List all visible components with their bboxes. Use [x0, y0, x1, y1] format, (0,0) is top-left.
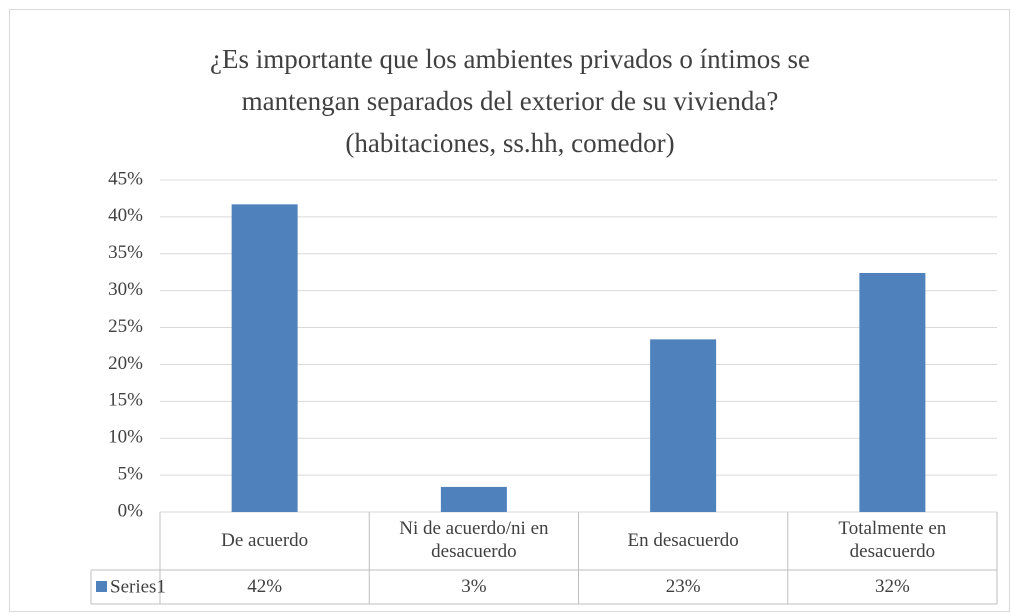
legend-key — [96, 581, 107, 592]
y-tick-label: 0% — [118, 500, 144, 521]
category-label: Ni de acuerdo/ni en desacuerdo — [399, 518, 549, 562]
y-tick-label: 20% — [108, 353, 143, 374]
y-tick-label: 25% — [108, 316, 143, 337]
category-label: En desacuerdo — [627, 529, 739, 551]
chart-title: (habitaciones, ss.hh, comedor) — [345, 128, 674, 158]
chart-title: ¿Es importante que los ambientes privado… — [210, 44, 810, 74]
y-tick-label: 15% — [108, 390, 143, 411]
y-tick-label: 35% — [108, 242, 143, 263]
y-tick-label: 40% — [108, 205, 143, 226]
bar — [859, 272, 926, 512]
bar — [650, 339, 717, 512]
bar — [440, 486, 507, 512]
value-label: 3% — [461, 575, 487, 597]
category-label: Totalmente en desacuerdo — [838, 518, 947, 562]
y-tick-label: 5% — [118, 463, 144, 484]
y-tick-label: 10% — [108, 427, 143, 448]
category-label: De acuerdo — [221, 529, 309, 551]
chart-border — [9, 9, 1010, 612]
value-label: 23% — [665, 575, 701, 597]
y-tick-label: 30% — [108, 279, 143, 300]
y-tick-label: 45% — [108, 168, 143, 189]
value-label: 32% — [874, 575, 910, 597]
chart-title: mantengan separados del exterior de su v… — [242, 86, 779, 116]
bar — [231, 204, 298, 512]
legend-label: Series1 — [110, 576, 166, 597]
value-label: 42% — [247, 575, 283, 597]
